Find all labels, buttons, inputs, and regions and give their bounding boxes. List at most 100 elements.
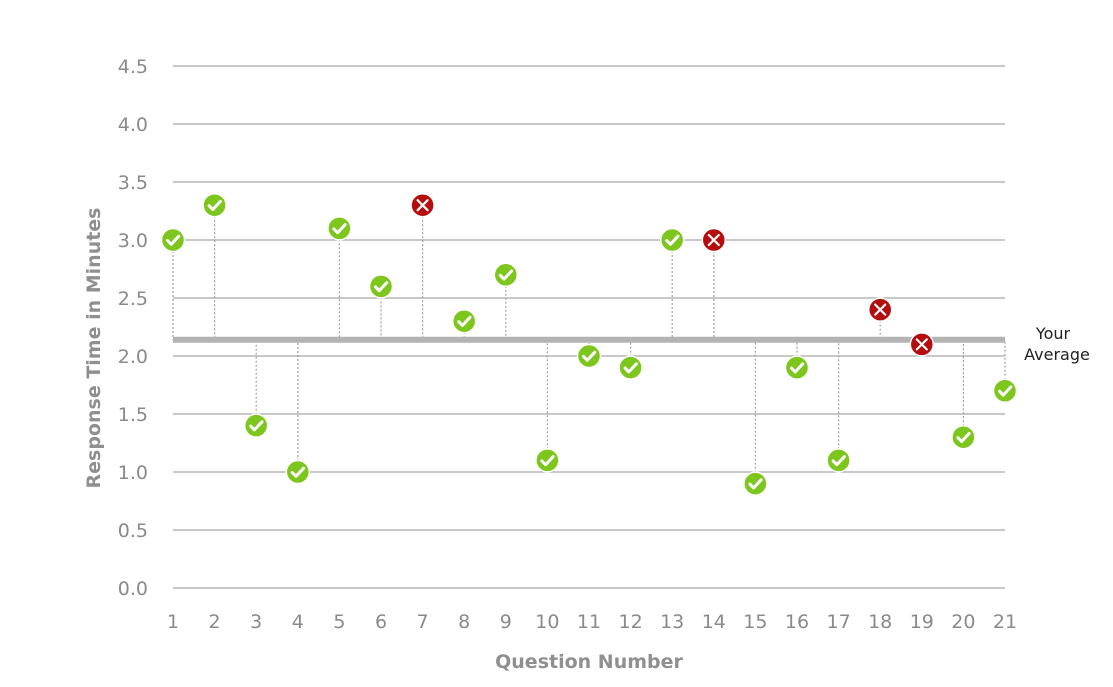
correct-point: [535, 448, 560, 473]
x-tick-label: 10: [535, 611, 559, 633]
point-marker: [659, 227, 685, 253]
point-marker: [285, 459, 311, 485]
correct-point: [992, 378, 1018, 404]
point-marker: [451, 308, 477, 334]
y-tick-label: 1.0: [118, 462, 148, 484]
x-tick-label: 4: [292, 611, 304, 633]
correct-point: [618, 355, 643, 380]
y-axis-title: Response Time in Minutes: [83, 208, 105, 489]
x-tick-label: 14: [702, 611, 726, 633]
x-tick-label: 6: [375, 611, 387, 633]
x-axis-title: Question Number: [495, 651, 683, 673]
y-tick-label: 2.0: [118, 346, 148, 368]
x-tick-label: 2: [209, 611, 221, 633]
check-icon: [457, 315, 472, 328]
x-tick-label: 20: [951, 611, 975, 633]
correct-point: [743, 471, 768, 496]
x-tick-label: 15: [743, 611, 767, 633]
check-icon: [498, 269, 514, 281]
check-icon: [332, 223, 347, 235]
correct-point: [784, 355, 810, 380]
correct-point: [202, 192, 227, 218]
check-icon: [249, 420, 264, 432]
point-marker: [618, 355, 643, 380]
x-tick-label: 17: [827, 611, 851, 633]
x-tick-label: 1: [167, 611, 179, 633]
y-tick-label: 1.5: [118, 404, 148, 426]
correct-point: [659, 227, 685, 253]
correct-point: [368, 274, 394, 299]
y-tick-label: 2.5: [118, 288, 148, 310]
point-marker: [535, 448, 560, 473]
correct-point: [951, 424, 976, 450]
x-tick-label: 16: [785, 611, 809, 633]
average-group: Your Average: [173, 324, 1090, 364]
cross-icon: [874, 303, 887, 316]
point-marker: [576, 343, 602, 369]
point-marker: [243, 413, 269, 438]
incorrect-point: [909, 332, 935, 357]
check-icon: [166, 234, 181, 246]
y-tick-label: 4.0: [118, 114, 148, 136]
correct-point: [826, 448, 851, 473]
x-tick-label: 19: [910, 611, 934, 633]
cross-icon: [707, 233, 720, 247]
check-icon: [582, 350, 597, 362]
check-icon: [623, 362, 638, 374]
correct-point: [576, 343, 602, 369]
check-icon: [540, 455, 555, 467]
point-marker: [951, 424, 976, 450]
correct-point: [160, 227, 186, 253]
x-tick-label: 9: [500, 611, 512, 633]
check-icon: [790, 362, 805, 374]
point-marker: [826, 448, 851, 473]
point-marker: [160, 227, 186, 253]
average-label-line2: Average: [1024, 345, 1090, 364]
correct-point: [493, 262, 519, 288]
check-icon: [290, 466, 306, 478]
y-tick-label: 0.0: [118, 578, 148, 600]
x-tick-label: 12: [619, 611, 643, 633]
point-marker: [493, 262, 519, 288]
y-tick-labels: 0.0 0.5 1.0 1.5 2.0 2.5 3.0 3.5 4.0 4.5: [118, 56, 148, 600]
incorrect-point: [410, 192, 435, 218]
check-icon: [665, 234, 680, 246]
point-marker: [202, 192, 227, 218]
y-tick-label: 3.0: [118, 230, 148, 252]
cross-icon: [915, 338, 928, 351]
point-marker: [368, 274, 394, 299]
y-tick-label: 0.5: [118, 520, 148, 542]
point-marker: [327, 216, 352, 241]
point-marker: [992, 378, 1018, 404]
check-icon: [374, 281, 389, 293]
correct-point: [327, 216, 352, 241]
x-tick-label: 11: [577, 611, 601, 633]
y-tick-label: 4.5: [118, 56, 148, 78]
x-tick-label: 18: [868, 611, 892, 633]
incorrect-point: [701, 227, 727, 253]
incorrect-point: [867, 297, 893, 322]
point-marker: [743, 471, 768, 496]
x-tick-label: 8: [458, 611, 470, 633]
correct-point: [243, 413, 269, 438]
data-points: [160, 192, 1018, 496]
x-tick-label: 3: [250, 611, 262, 633]
x-tick-label: 21: [993, 611, 1017, 633]
check-icon: [748, 478, 763, 490]
check-icon: [831, 455, 846, 467]
x-tick-labels: 1 2 3 4 5 6 7 8 9 10 11 12 13 14 15 16 17 18 19 20 21: [167, 611, 1017, 633]
point-marker: [784, 355, 810, 380]
x-tick-label: 13: [660, 611, 684, 633]
grid-lines: [173, 65, 1005, 589]
check-icon: [998, 385, 1013, 397]
x-tick-label: 7: [417, 611, 429, 633]
cross-icon: [416, 199, 429, 212]
average-label-line1: Your: [1035, 324, 1071, 343]
correct-point: [451, 308, 477, 334]
y-tick-label: 3.5: [118, 172, 148, 194]
check-icon: [207, 199, 222, 211]
correct-point: [285, 459, 311, 485]
x-tick-label: 5: [333, 611, 345, 633]
stem-lines: [172, 216, 1006, 473]
